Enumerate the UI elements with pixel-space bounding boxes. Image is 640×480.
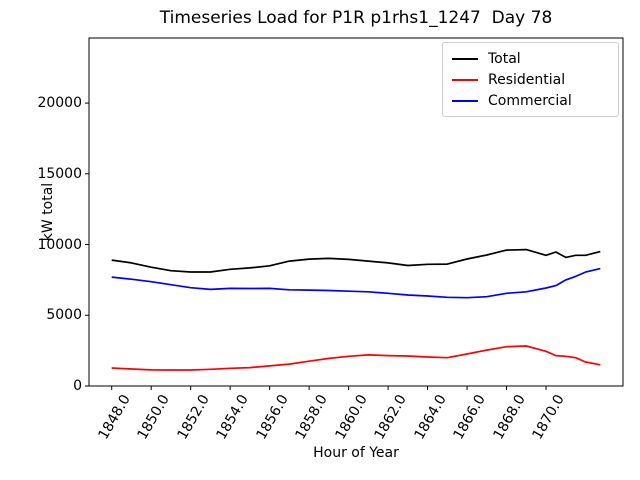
y-tick-label-text: 5000 (46, 307, 82, 324)
y-tick-label-text: 15000 (37, 165, 82, 182)
y-axis-label-wrap: kW total (40, 38, 57, 386)
series-line-residential (111, 345, 601, 371)
legend-item-residential: Residential (452, 69, 609, 90)
legend-line-swatch (452, 57, 478, 60)
legend-item-label: Residential (488, 71, 566, 88)
axes-frame (88, 37, 624, 387)
y-tick-label-text: 10000 (37, 236, 82, 253)
legend-line-swatch (452, 78, 478, 81)
y-tick-label-text: 0 (73, 378, 82, 394)
legend: Total Residential Commercial (442, 42, 619, 117)
legend-line-swatch (452, 99, 478, 102)
y-axis-label: kW total (40, 182, 57, 242)
chart-title: Timeseries Load for P1R p1rhs1_1247 Day … (159, 8, 553, 28)
legend-item-label: Total (488, 50, 521, 67)
y-tick-label-text: 20000 (37, 95, 82, 112)
series-line-commercial (111, 267, 601, 299)
legend-item-commercial: Commercial (452, 90, 609, 111)
x-axis-label: Hour of Year (313, 445, 399, 461)
legend-item-total: Total (452, 48, 609, 69)
series-line-total (111, 248, 601, 273)
legend-item-label: Commercial (488, 92, 572, 109)
